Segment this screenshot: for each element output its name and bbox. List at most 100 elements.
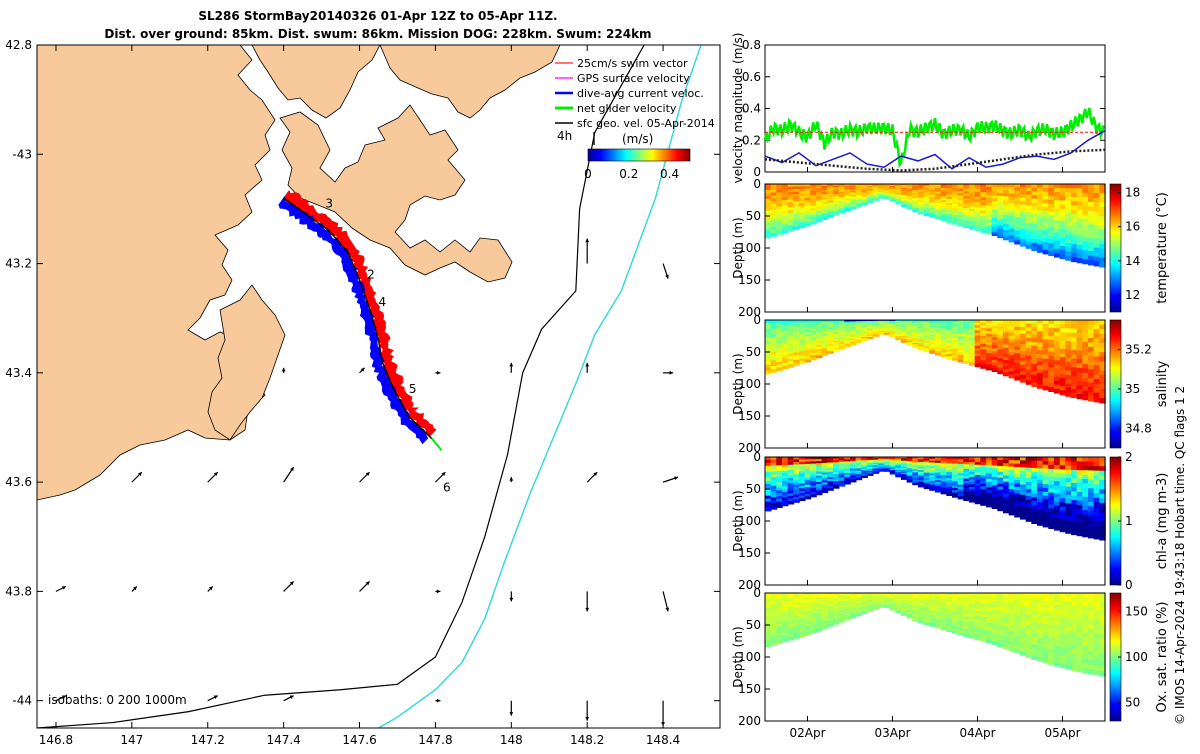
section-cell [855, 609, 863, 612]
section-cell [1048, 335, 1055, 341]
section-cell [861, 193, 868, 195]
section-cell [1093, 506, 1101, 513]
section-cell [918, 344, 925, 348]
section-cell [867, 594, 874, 596]
section-cell [867, 184, 874, 186]
section-cell [1042, 226, 1050, 232]
track-red-band [281, 190, 437, 437]
section-cell [957, 345, 965, 349]
section-cell [929, 615, 936, 618]
section-cell [986, 225, 993, 229]
section-cell [810, 197, 817, 201]
section-cell [844, 201, 851, 205]
section-cell [1008, 596, 1016, 601]
section-cell [974, 493, 982, 497]
section-cell [935, 462, 942, 466]
section-cell [1048, 375, 1055, 381]
section-cell [1088, 615, 1095, 621]
section-cell [974, 189, 982, 193]
section-cell [963, 341, 970, 345]
section-cell [952, 488, 959, 491]
section-cell [1088, 651, 1095, 657]
section-cell [1008, 339, 1016, 344]
section-cell [1093, 461, 1101, 467]
section-cell [1099, 484, 1106, 490]
section-cell [776, 476, 783, 481]
section-cell [946, 601, 953, 605]
section-cell [1003, 593, 1010, 597]
section-cell [923, 349, 931, 353]
section-cell [1093, 397, 1101, 403]
section-cell [787, 361, 795, 365]
section-cell [816, 481, 823, 485]
section-cell [1082, 377, 1089, 383]
section-cell [861, 326, 868, 329]
section-cell [827, 624, 834, 627]
section-cell [1059, 225, 1067, 231]
section-cell [1088, 369, 1095, 375]
section-cell [912, 191, 919, 194]
title-line-1: SL286 StormBay20140326 01-Apr 12Z to 05-… [198, 9, 557, 23]
section-cell [810, 210, 817, 214]
section-cell [895, 603, 902, 606]
section-cell [850, 325, 857, 328]
section-cell [867, 467, 874, 469]
section-cell [855, 476, 863, 479]
section-cell [1065, 247, 1072, 253]
section-cell [889, 335, 897, 338]
section-cell [1054, 461, 1061, 466]
section-cell [1025, 373, 1033, 378]
section-cell [799, 220, 806, 224]
section-cell [895, 609, 902, 612]
section-cell [850, 601, 857, 604]
section-cell [1093, 529, 1101, 535]
section-cell [844, 464, 851, 467]
section-cell [799, 497, 806, 502]
section-cell [1008, 368, 1016, 372]
section-cell [850, 322, 857, 325]
section-cell [935, 191, 942, 195]
section-cell [980, 200, 987, 204]
section-cell [782, 481, 789, 485]
section-cell [799, 336, 806, 340]
section-cell [952, 472, 959, 476]
section-cell [804, 340, 812, 344]
section-cell [906, 328, 914, 331]
section-cell [872, 465, 880, 467]
section-cell [946, 459, 953, 462]
section-cell [1082, 342, 1089, 348]
section-cell [816, 607, 823, 611]
section-cell [1020, 204, 1027, 209]
section-cell [765, 198, 772, 203]
section-cell [1014, 496, 1021, 501]
section-cell [957, 197, 965, 201]
section-cell [940, 344, 948, 348]
section-cell [974, 327, 982, 332]
section-cell [833, 340, 840, 344]
section-cell [1037, 645, 1044, 651]
section-cell [872, 326, 880, 328]
section-cell [816, 465, 823, 469]
section-cell [980, 338, 987, 343]
section-cell [855, 185, 863, 188]
section-cell [1082, 201, 1089, 207]
section-cell [844, 616, 851, 619]
section-cell [952, 190, 959, 194]
section-cell [1099, 620, 1106, 626]
section-cell [855, 202, 863, 205]
section-cell [986, 623, 993, 627]
section-cell [940, 206, 948, 210]
map-x-tick-label: 147 [120, 733, 143, 747]
section-cell [1054, 192, 1061, 197]
section-cell [1008, 618, 1016, 623]
section-cell [844, 460, 851, 463]
section-cell [986, 184, 993, 188]
section-cell [1076, 253, 1084, 259]
section-cell [1065, 362, 1072, 368]
section-cell [833, 192, 840, 196]
section-cell [1014, 646, 1021, 651]
section-cell [1042, 631, 1050, 637]
section-cell [855, 605, 863, 608]
section-cell [1054, 232, 1061, 238]
section-cell [957, 336, 965, 340]
